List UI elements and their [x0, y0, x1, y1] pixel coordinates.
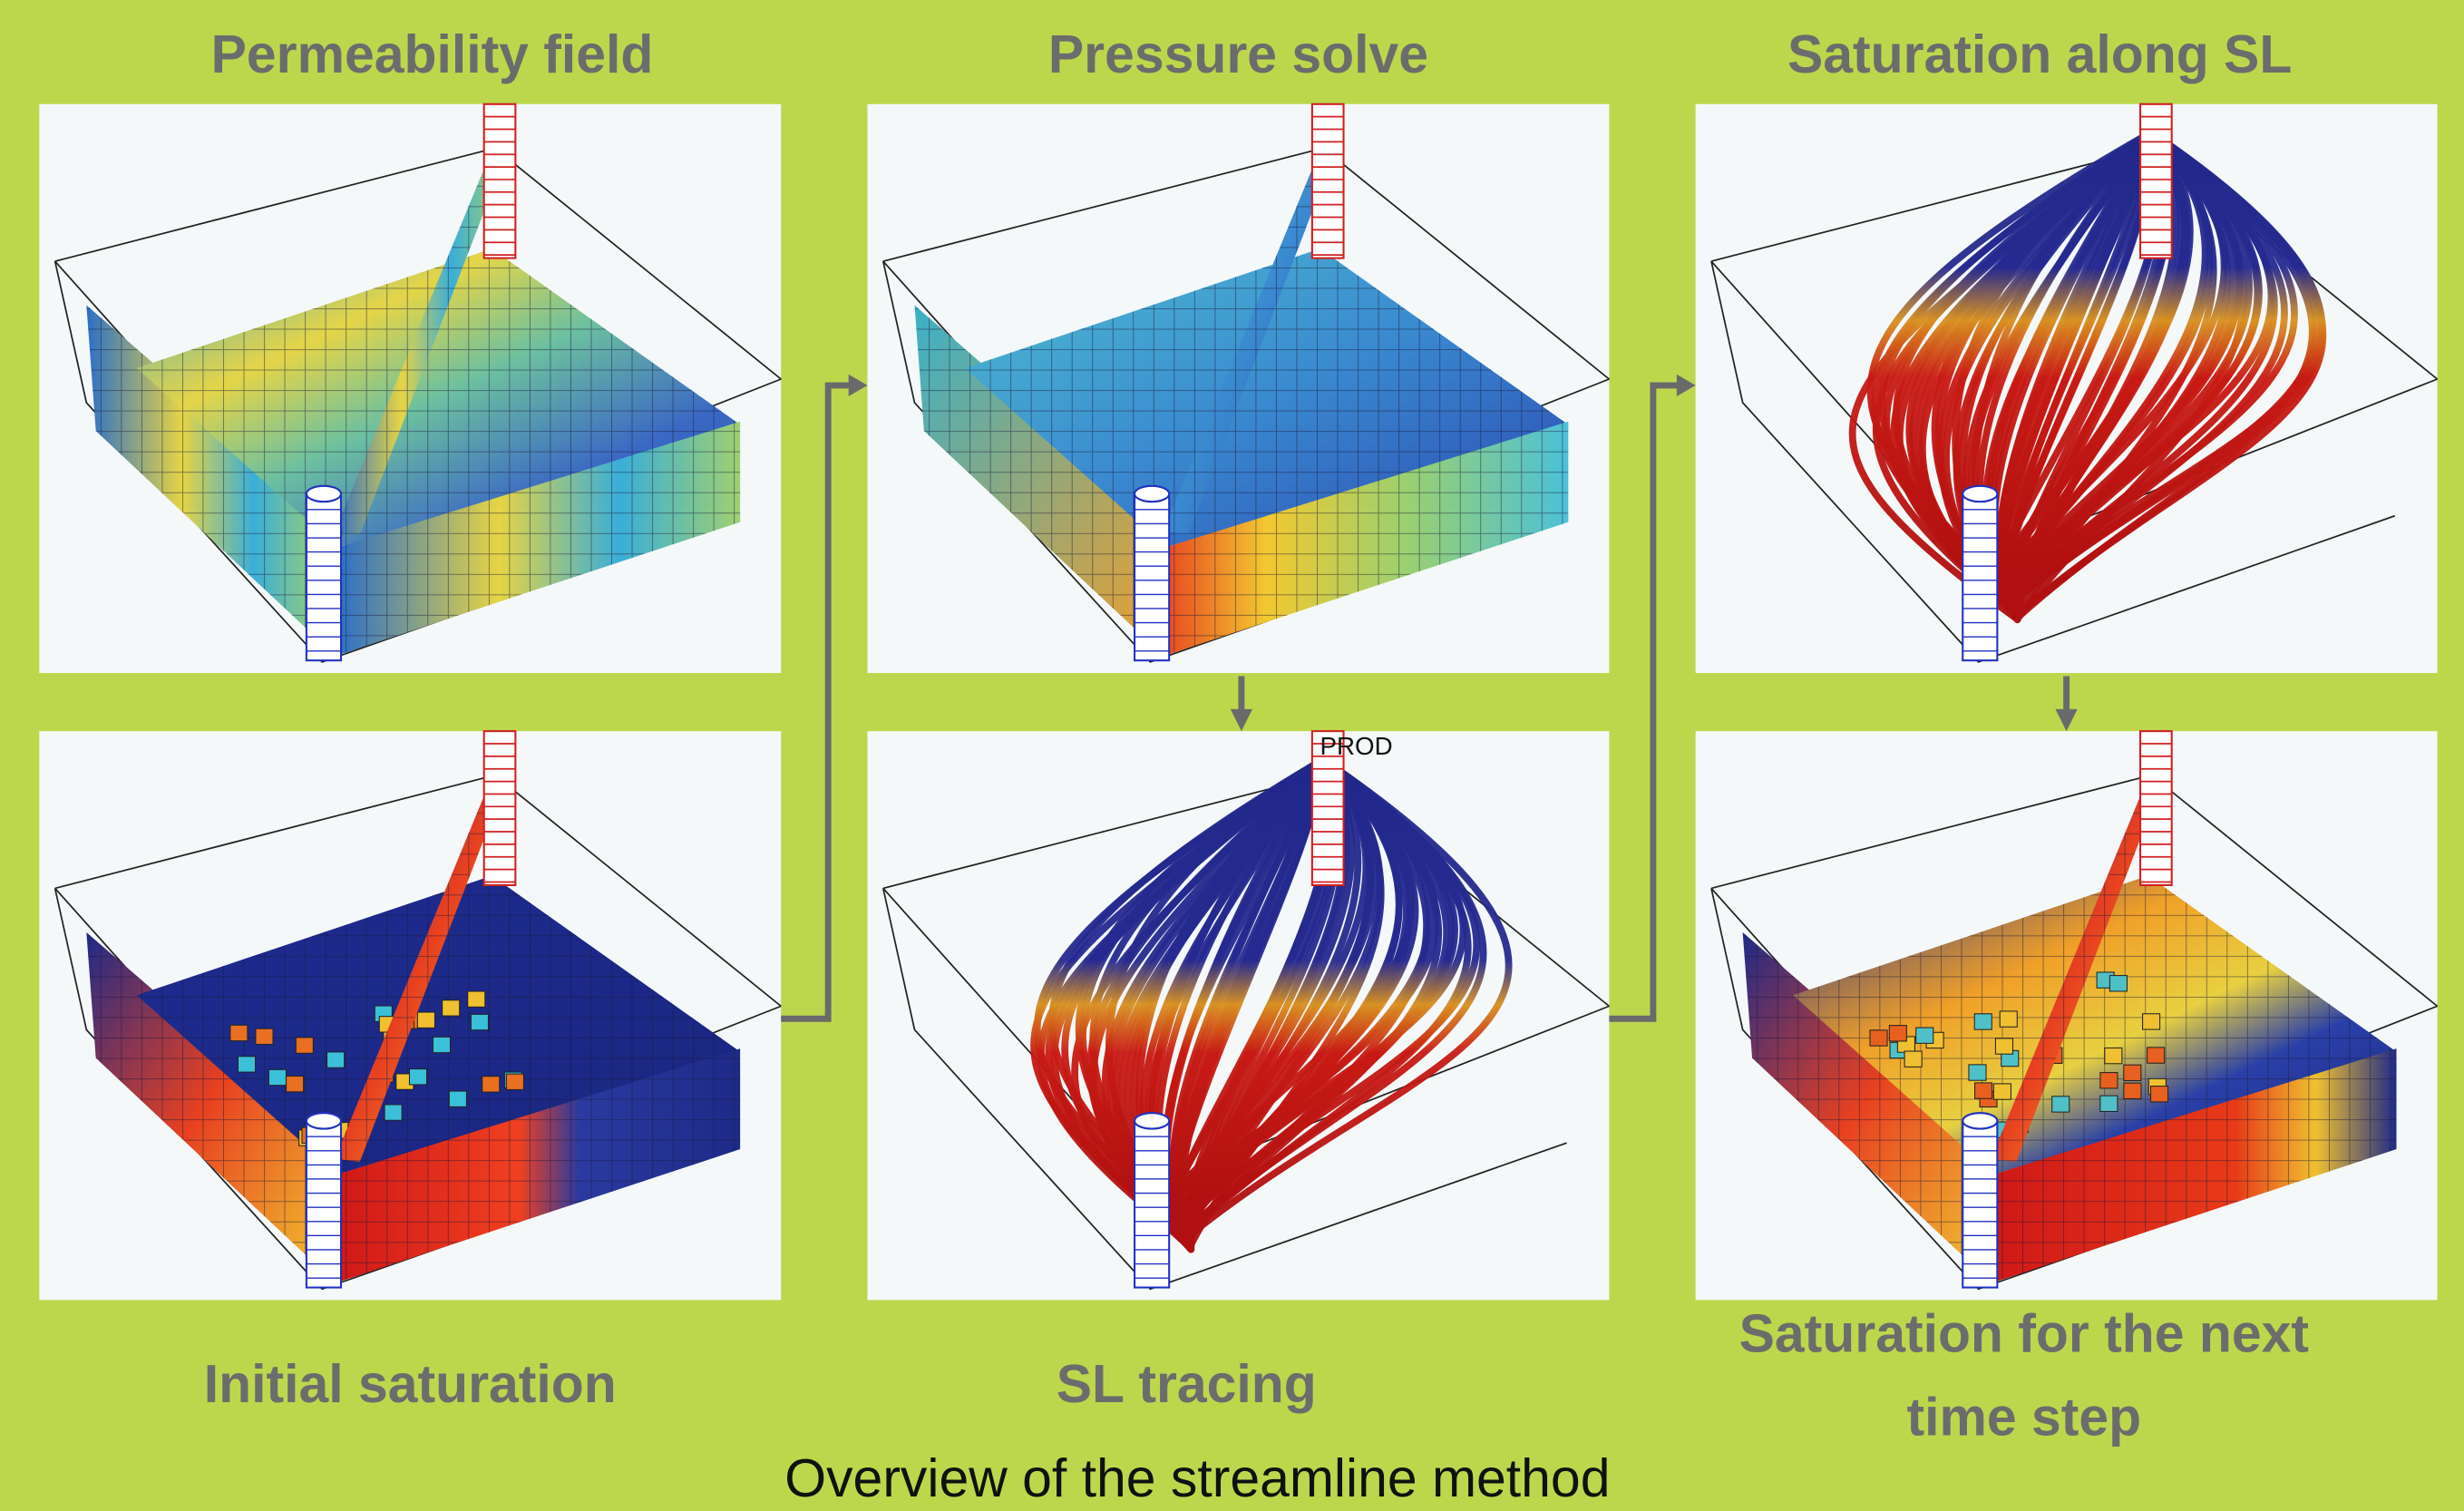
panel-title: Initial saturation [204, 1355, 617, 1414]
cell [2052, 1097, 2070, 1112]
page: {"panels": [ {"title": "Permeability fie… [0, 0, 2464, 1511]
well-pipe [484, 731, 516, 885]
well-pipe [2140, 731, 2172, 885]
cell [1974, 1014, 1992, 1029]
well-top [307, 486, 341, 502]
cell [256, 1028, 273, 1044]
producer-well [2140, 731, 2172, 885]
injector-well [1962, 486, 1997, 660]
panel-title: Permeability field [211, 25, 654, 84]
arrow [1609, 385, 1680, 1019]
arrow-head [2055, 709, 2077, 731]
panel [39, 731, 781, 1300]
cell [2105, 1048, 2122, 1063]
cell [482, 1077, 500, 1092]
cell [449, 1091, 466, 1106]
well-pipe [307, 493, 341, 660]
panel-title: Pressure solve [1048, 25, 1428, 84]
arrow-head [849, 375, 868, 396]
arrow-head [1231, 709, 1252, 731]
well-top [1962, 1113, 1997, 1128]
panel-title: Saturation along SL [1787, 25, 2292, 84]
well-pipe [2140, 104, 2172, 258]
producer-well [2140, 104, 2172, 258]
cell [468, 991, 485, 1007]
well-label: PROD [1320, 732, 1393, 760]
cell [2000, 1011, 2017, 1027]
panel [1696, 731, 2438, 1300]
cell [2150, 1087, 2167, 1102]
cell [238, 1057, 255, 1072]
cell [409, 1069, 426, 1085]
panel-title: time step [1907, 1388, 2142, 1447]
cell [1889, 1026, 1906, 1041]
cell [2124, 1065, 2141, 1080]
cell [433, 1037, 450, 1052]
well-top [1135, 1113, 1169, 1128]
caption: Overview of the streamline method [784, 1449, 1610, 1508]
cell [471, 1014, 488, 1029]
well-pipe [1312, 104, 1344, 258]
panel-title: Saturation for the next [1739, 1305, 2309, 1364]
panel [1696, 104, 2438, 673]
cell [296, 1038, 313, 1053]
well-top [1135, 486, 1169, 502]
cell [1975, 1083, 1992, 1098]
panels [39, 104, 2437, 1301]
cell [2147, 1048, 2165, 1063]
well-pipe [484, 104, 516, 258]
cell [1969, 1065, 1986, 1080]
cell [1993, 1084, 2011, 1099]
cell [2109, 976, 2127, 991]
arrow-head [1677, 375, 1696, 396]
cell [287, 1077, 304, 1092]
injector-well [1135, 486, 1169, 660]
well-pipe [1962, 493, 1997, 660]
well-top [1962, 486, 1997, 502]
cell [268, 1069, 286, 1085]
cell [2124, 1083, 2141, 1098]
injector-well [1962, 1113, 1997, 1287]
cell [2143, 1014, 2160, 1029]
cell [417, 1012, 434, 1028]
producer-well [484, 104, 516, 258]
cell [385, 1105, 402, 1120]
cell [327, 1052, 345, 1067]
producer-well [1312, 104, 1344, 258]
cell [1870, 1030, 1887, 1046]
figure: Permeability field Pressure solve Satura… [0, 0, 2464, 1511]
producer-well [484, 731, 516, 885]
injector-well [1135, 1113, 1169, 1287]
well-pipe [1962, 1121, 1997, 1288]
arrow [781, 385, 852, 1019]
panel [867, 731, 1609, 1300]
panel [867, 104, 1609, 673]
panel [39, 104, 781, 673]
cell [1904, 1051, 1922, 1067]
cell [1916, 1028, 1933, 1043]
cell [443, 1000, 460, 1016]
injector-well [307, 486, 341, 660]
cell [506, 1074, 523, 1089]
well-pipe [307, 1121, 341, 1288]
cell [2100, 1096, 2118, 1111]
cell [2100, 1073, 2118, 1088]
well-top [307, 1113, 341, 1128]
panel-title: SL tracing [1057, 1355, 1317, 1414]
injector-well [307, 1113, 341, 1287]
well-pipe [1135, 493, 1169, 660]
cell [1995, 1038, 2012, 1054]
cell [230, 1025, 248, 1040]
well-pipe [1135, 1121, 1169, 1288]
